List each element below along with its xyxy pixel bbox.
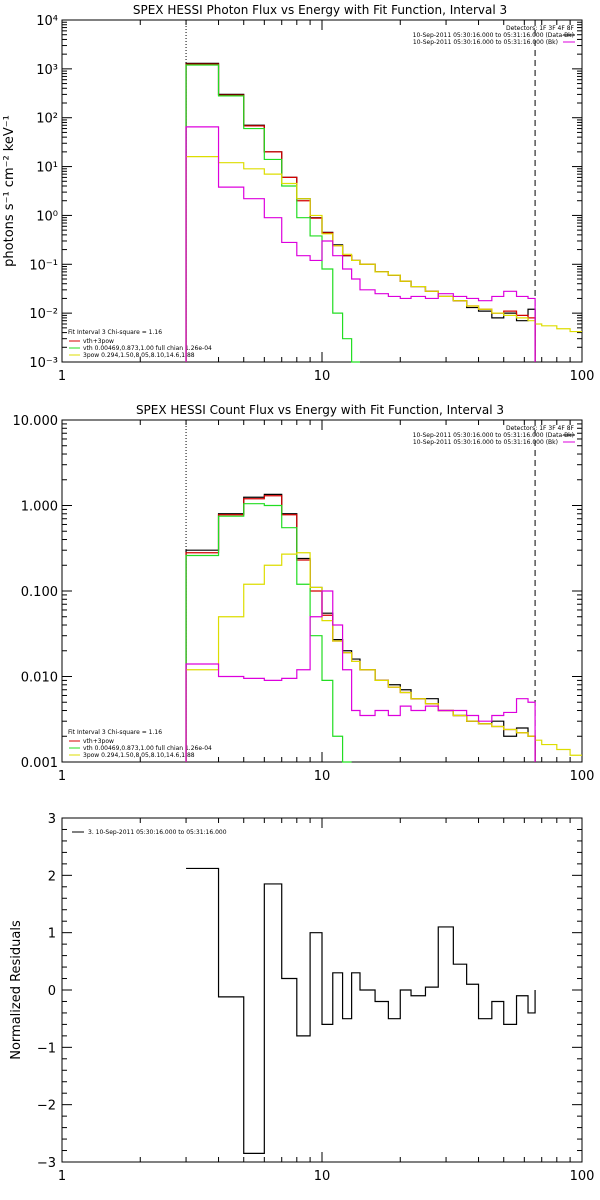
x-tick-label: 1 <box>58 1169 66 1184</box>
y-tick-label: 0.100 <box>21 585 58 600</box>
y-tick-label: 10.000 <box>13 414 59 429</box>
series-line-2 <box>185 64 360 363</box>
legend-tr-1: 10-Sep-2011 05:30:16.000 to 05:31:16.000… <box>413 432 574 439</box>
series-line-4 <box>185 126 536 362</box>
series-line-0 <box>185 62 536 362</box>
series-line-1 <box>185 63 536 362</box>
legend-bl-1: vth+3pow <box>83 738 114 745</box>
y-tick-label: 0.010 <box>21 671 58 686</box>
residuals-panel: Normalized Residuals 3. 10-Sep-2011 05:3… <box>9 812 594 1184</box>
legend-bl-1: vth+3pow <box>83 338 114 345</box>
panel-title: SPEX HESSI Count Flux vs Energy with Fit… <box>136 403 504 417</box>
x-tick-label: 10 <box>314 769 331 784</box>
legend-entry: 3. 10-Sep-2011 05:30:16.000 to 05:31:16.… <box>88 829 227 836</box>
x-tick-label: 1 <box>58 369 66 384</box>
series-line-4 <box>185 590 536 762</box>
legend-bl-2: vth 0.00469,0.873,1.00 full chian 1.26e-… <box>83 745 212 752</box>
y-tick-label: 2 <box>48 869 56 884</box>
series-line-2 <box>185 503 352 763</box>
legend-bl-2: vth 0.00469,0.873,1.00 full chian 1.26e-… <box>83 345 212 352</box>
y-tick-label: 10⁰ <box>36 209 58 224</box>
y-tick-label: 0.001 <box>21 756 58 771</box>
legend-tr-1: 10-Sep-2011 05:30:16.000 to 05:31:16.000… <box>413 32 574 39</box>
y-tick-label: 0 <box>48 984 56 999</box>
legend-tr-0: Detectors: 1F 3F 4F 8F <box>506 425 575 432</box>
x-tick-label: 100 <box>570 1169 595 1184</box>
panel-title: SPEX HESSI Photon Flux vs Energy with Fi… <box>133 3 507 17</box>
y-tick-label: −3 <box>37 1156 56 1171</box>
y-tick-label: 10² <box>36 112 58 127</box>
y-tick-label: 3 <box>48 812 56 827</box>
legend-tr-0: Detectors: 1F 3F 4F 8F <box>506 25 575 32</box>
x-tick-label: 1 <box>58 769 66 784</box>
x-tick-label: 10 <box>314 369 331 384</box>
legend-tr-2: 10-Sep-2011 05:30:16.000 to 05:31:16.000… <box>413 439 558 446</box>
legend-bl-0: Fit Interval 3 Chi-square = 1.16 <box>68 329 162 336</box>
y-tick-label: 10⁻¹ <box>29 258 58 273</box>
series-line-1 <box>185 495 536 762</box>
y-tick-label: 10⁻² <box>29 307 58 322</box>
legend-tr-2: 10-Sep-2011 05:30:16.000 to 05:31:16.000… <box>413 39 558 46</box>
x-tick-label: 100 <box>570 769 595 784</box>
legend-bl-3: 3pow 0.294,1.50,8.05,8.10,14.6,1.88 <box>83 752 195 759</box>
legend-bl-3: 3pow 0.294,1.50,8.05,8.10,14.6,1.88 <box>83 352 195 359</box>
y-tick-label: 10³ <box>36 63 58 78</box>
y-tick-label: 10⁴ <box>36 14 58 29</box>
series-line-0 <box>186 867 536 1154</box>
series-line-0 <box>185 493 536 762</box>
series-line-3 <box>185 155 582 362</box>
y-tick-label: −2 <box>37 1099 56 1114</box>
y-tick-label: 1 <box>48 927 56 942</box>
x-tick-label: 100 <box>570 369 595 384</box>
legend-bl-0: Fit Interval 3 Chi-square = 1.16 <box>68 729 162 736</box>
y-tick-label: −1 <box>37 1041 56 1056</box>
count-flux-panel: SPEX HESSI Count Flux vs Energy with Fit… <box>13 403 595 784</box>
x-tick-label: 10 <box>314 1169 331 1184</box>
series-line-3 <box>185 552 582 762</box>
y-axis-label: photons s⁻¹ cm⁻² keV⁻¹ <box>2 115 17 267</box>
photon-flux-panel: SPEX HESSI Photon Flux vs Energy with Fi… <box>2 3 594 384</box>
y-tick-label: 1.000 <box>21 500 58 515</box>
y-tick-label: 10¹ <box>36 161 58 176</box>
y-tick-label: 10⁻³ <box>29 356 58 371</box>
y-axis-label: Normalized Residuals <box>9 920 24 1060</box>
